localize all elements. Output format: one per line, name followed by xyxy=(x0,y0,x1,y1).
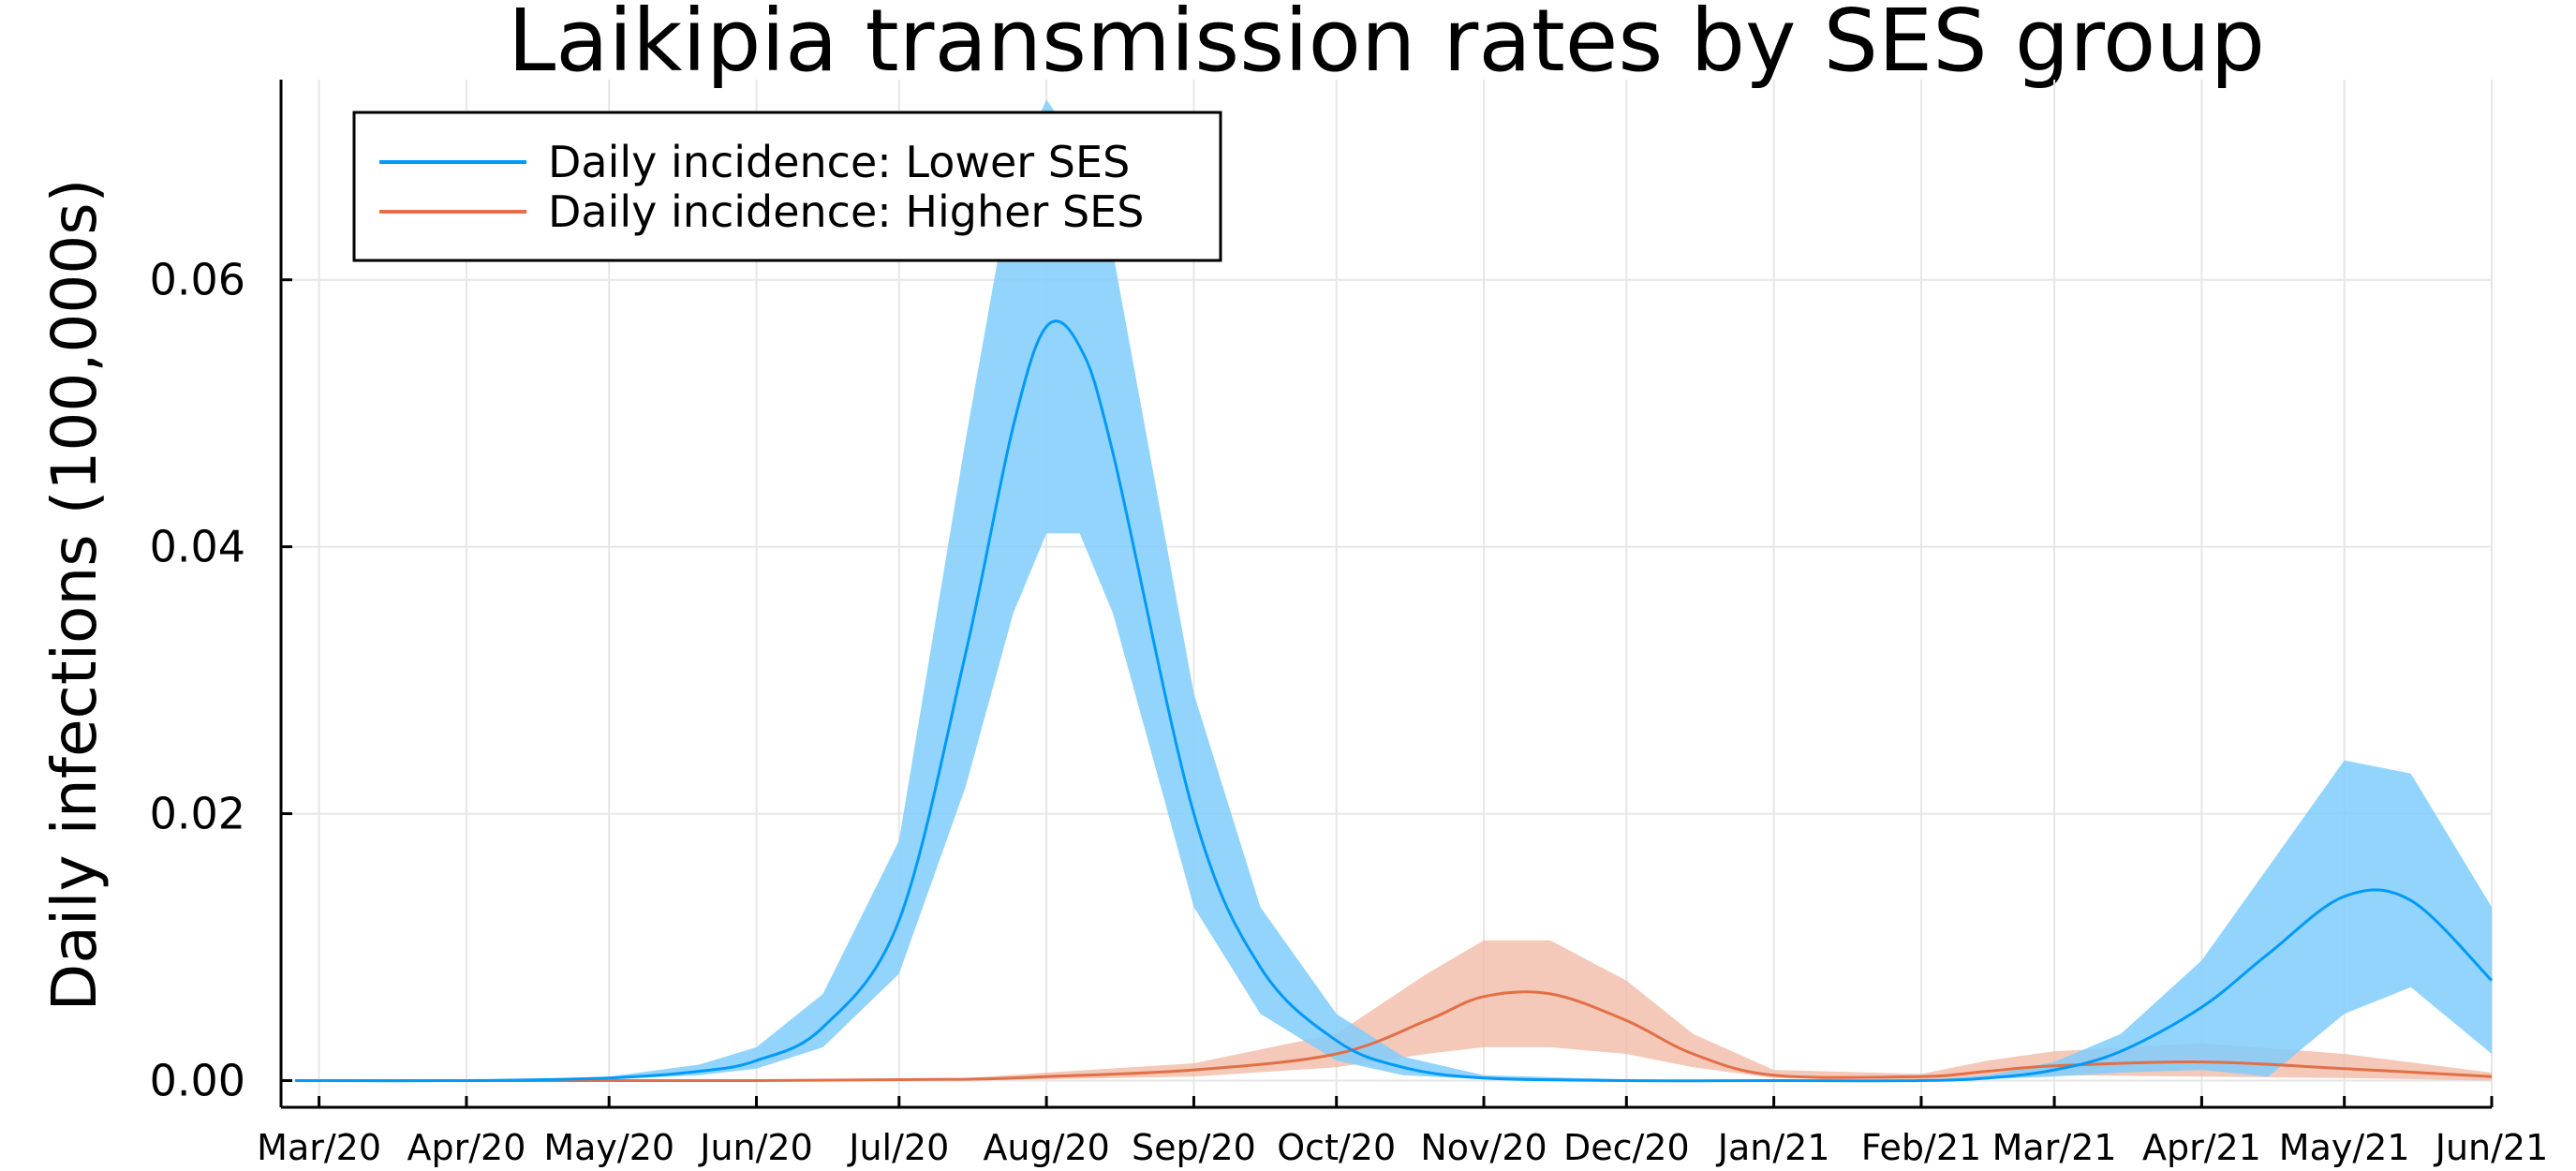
legend-box xyxy=(352,111,1222,262)
x-tick-label: Jun/21 xyxy=(2434,1127,2549,1168)
x-tick-label: May/21 xyxy=(2279,1127,2410,1168)
x-tick-label: Mar/21 xyxy=(1992,1127,2117,1168)
x-tick-label: Jan/21 xyxy=(1716,1127,1830,1168)
x-tick-label: Feb/21 xyxy=(1861,1127,1981,1168)
x-tick-labels: Mar/20 Apr/20 May/20 Jun/20 Jul/20 Aug/20 Sep/… xyxy=(257,1127,2548,1168)
x-tick-label: Apr/20 xyxy=(407,1127,526,1168)
x-tick-label: Jul/20 xyxy=(847,1127,949,1168)
y-tick-label: 0.06 xyxy=(150,255,245,305)
y-tick-label: 0.02 xyxy=(150,789,245,839)
confidence-bands xyxy=(295,99,2493,1081)
x-tick-label: Mar/20 xyxy=(257,1127,381,1168)
axes xyxy=(279,80,2494,1109)
x-tick-label: Dec/20 xyxy=(1563,1127,1690,1168)
y-axis-label: Daily infections (100,000s) xyxy=(38,179,111,1012)
x-tick-label: Aug/20 xyxy=(983,1127,1109,1168)
x-tick-label: Nov/20 xyxy=(1420,1127,1547,1168)
y-tick-labels: 0.00 0.02 0.04 0.06 xyxy=(150,255,245,1106)
confidence-band-lower-ses xyxy=(295,99,2493,1081)
series-lines xyxy=(295,319,2494,1083)
x-tick-label: Sep/20 xyxy=(1132,1127,1256,1168)
series-line-lower-ses xyxy=(295,319,2494,1083)
legend-label: Daily incidence: Lower SES xyxy=(548,137,1130,187)
y-tick-label: 0.04 xyxy=(150,522,245,572)
confidence-band-higher-ses xyxy=(295,940,2493,1081)
x-tick-label: Jun/20 xyxy=(698,1127,813,1168)
legend-label: Daily incidence: Higher SES xyxy=(548,186,1144,237)
x-tick-label: May/20 xyxy=(543,1127,674,1168)
x-tick-label: Oct/20 xyxy=(1277,1127,1396,1168)
x-tick-label: Apr/21 xyxy=(2142,1127,2261,1168)
series-line-higher-ses xyxy=(295,990,2493,1083)
chart-title: Laikipia transmission rates by SES group xyxy=(508,0,2265,91)
y-tick-label: 0.00 xyxy=(150,1056,245,1106)
